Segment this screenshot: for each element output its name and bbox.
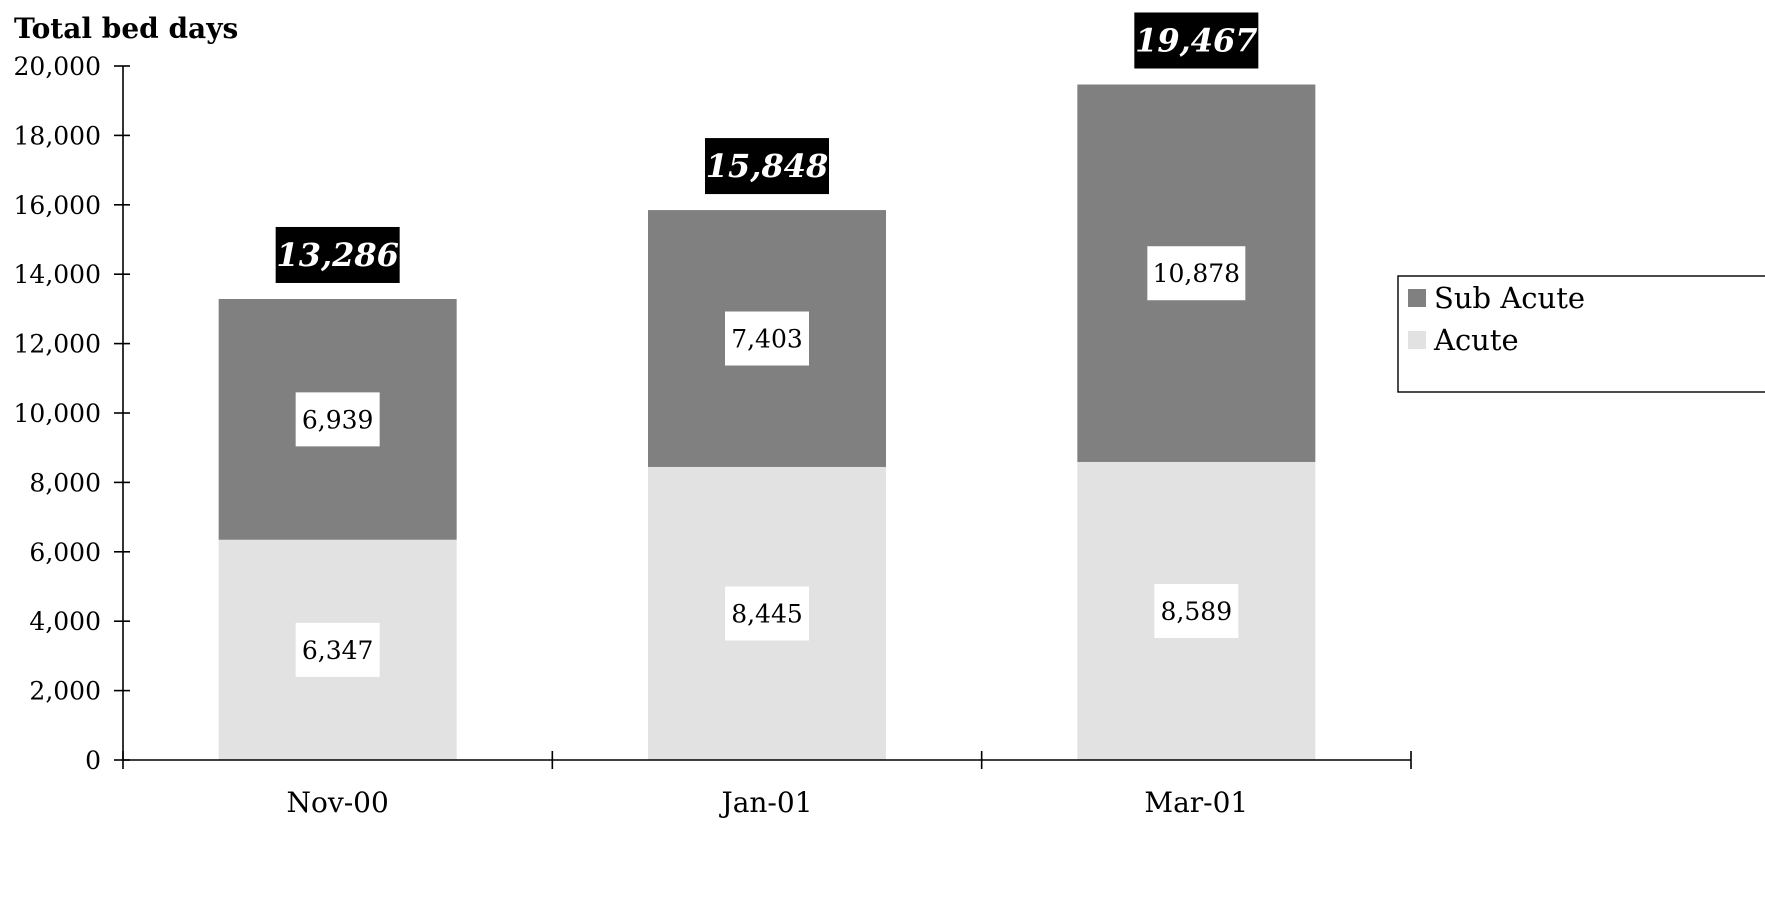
y-tick-label: 16,000 xyxy=(14,191,101,220)
axes-group: Nov-00 Jan-01 Mar-01 0 2,000 4,000 6,000 8,000 1… xyxy=(14,52,1412,819)
y-tick-label: 6,000 xyxy=(29,538,101,567)
y-tick-label: 12,000 xyxy=(14,330,101,359)
y-tick-label: 14,000 xyxy=(14,260,101,289)
segment-value-label: 6,939 xyxy=(302,405,374,434)
segment-label-box xyxy=(295,622,380,677)
segment-label-box xyxy=(295,392,380,447)
data-labels-group: 6,347 6,939 13,286 8,445 7,403 15,848 8,589 10,… xyxy=(275,12,1259,677)
legend-label: Acute xyxy=(1433,323,1519,357)
legend-swatch xyxy=(1408,331,1426,349)
y-tick-label: 18,000 xyxy=(14,121,101,150)
total-label-box xyxy=(1134,12,1259,69)
segment-label-box xyxy=(1147,246,1246,301)
legend: Sub Acute Acute xyxy=(1397,275,1765,393)
segment-value-label: 8,445 xyxy=(731,599,803,628)
x-tick-label: Nov-00 xyxy=(287,786,389,819)
segment-value-label: 6,347 xyxy=(302,636,374,665)
y-tick-label: 10,000 xyxy=(14,399,101,428)
segment-label-box xyxy=(1154,583,1239,638)
y-tick-label: 4,000 xyxy=(29,607,101,636)
y-axis-title: Total bed days xyxy=(14,12,238,45)
segment-value-label: 8,589 xyxy=(1161,597,1233,626)
legend-label: Sub Acute xyxy=(1434,281,1585,315)
segment-value-label: 7,403 xyxy=(731,325,803,354)
segment-value-label: 10,878 xyxy=(1153,259,1240,288)
x-tick-label: Mar-01 xyxy=(1144,786,1248,819)
total-label-box xyxy=(275,226,400,283)
x-tick-label: Jan-01 xyxy=(718,786,812,819)
total-value-label: 13,286 xyxy=(276,236,398,274)
legend-swatch xyxy=(1408,289,1426,307)
segment-label-box xyxy=(725,586,809,641)
segment-label-box xyxy=(725,311,809,366)
y-tick-label: 2,000 xyxy=(29,677,101,706)
total-value-label: 19,467 xyxy=(1135,21,1257,59)
total-value-label: 15,848 xyxy=(706,147,828,185)
y-tick-label: 8,000 xyxy=(29,468,101,497)
total-label-box xyxy=(705,138,829,195)
legend-box xyxy=(1397,275,1765,393)
y-tick-label: 20,000 xyxy=(14,52,101,81)
y-tick-label: 0 xyxy=(85,746,101,775)
